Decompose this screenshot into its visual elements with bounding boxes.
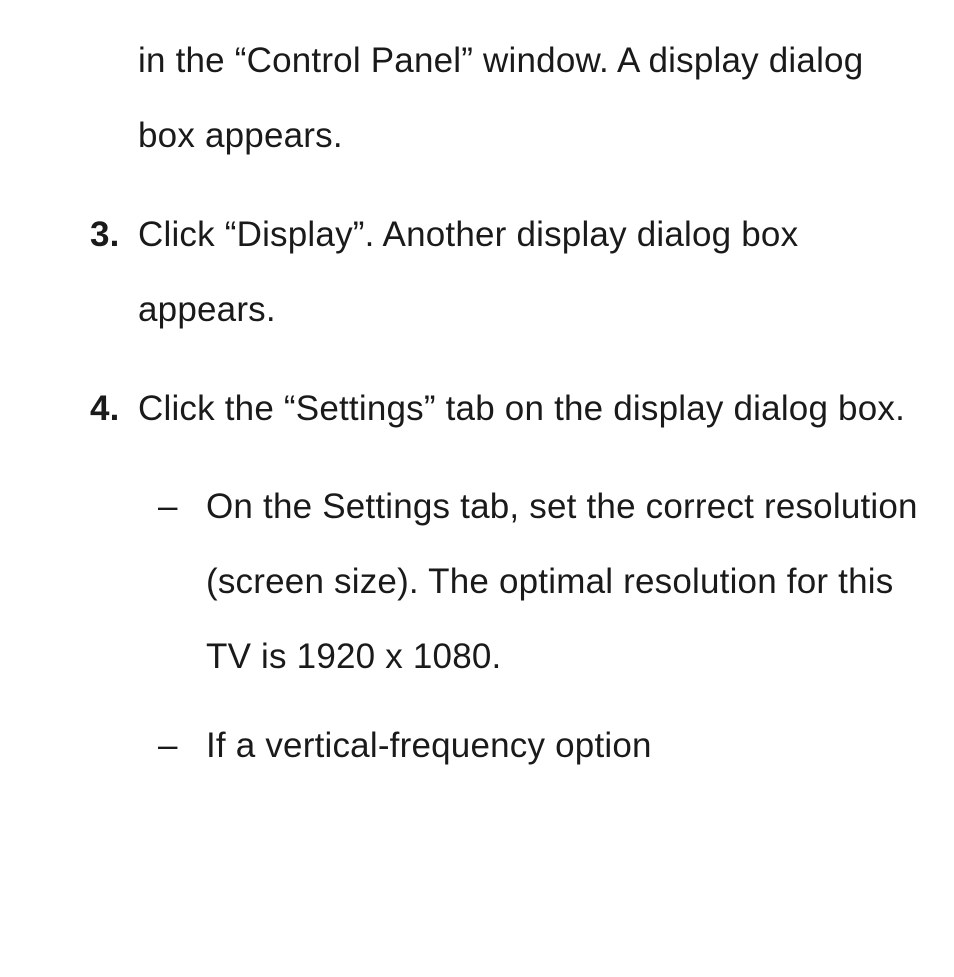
sub-item-list: – On the Settings tab, set the correct r… (30, 470, 924, 784)
document-content: in the “Control Panel” window. A display… (30, 24, 924, 784)
dash-marker: – (158, 470, 206, 695)
list-item: 4. Click the “Settings” tab on the displ… (30, 372, 924, 447)
sub-item-text: If a vertical-frequency option (206, 709, 924, 784)
sub-list-item: – If a vertical-frequency option (158, 709, 924, 784)
item-text: Click “Display”. Another display dialog … (138, 198, 924, 348)
item-number: 3. (90, 198, 138, 348)
list-item: 3. Click “Display”. Another display dial… (30, 198, 924, 348)
dash-marker: – (158, 709, 206, 784)
sub-list-item: – On the Settings tab, set the correct r… (158, 470, 924, 695)
sub-item-text: On the Settings tab, set the correct res… (206, 470, 924, 695)
item-text: Click the “Settings” tab on the display … (138, 372, 924, 447)
continuation-paragraph: in the “Control Panel” window. A display… (30, 24, 924, 174)
item-number: 4. (90, 372, 138, 447)
